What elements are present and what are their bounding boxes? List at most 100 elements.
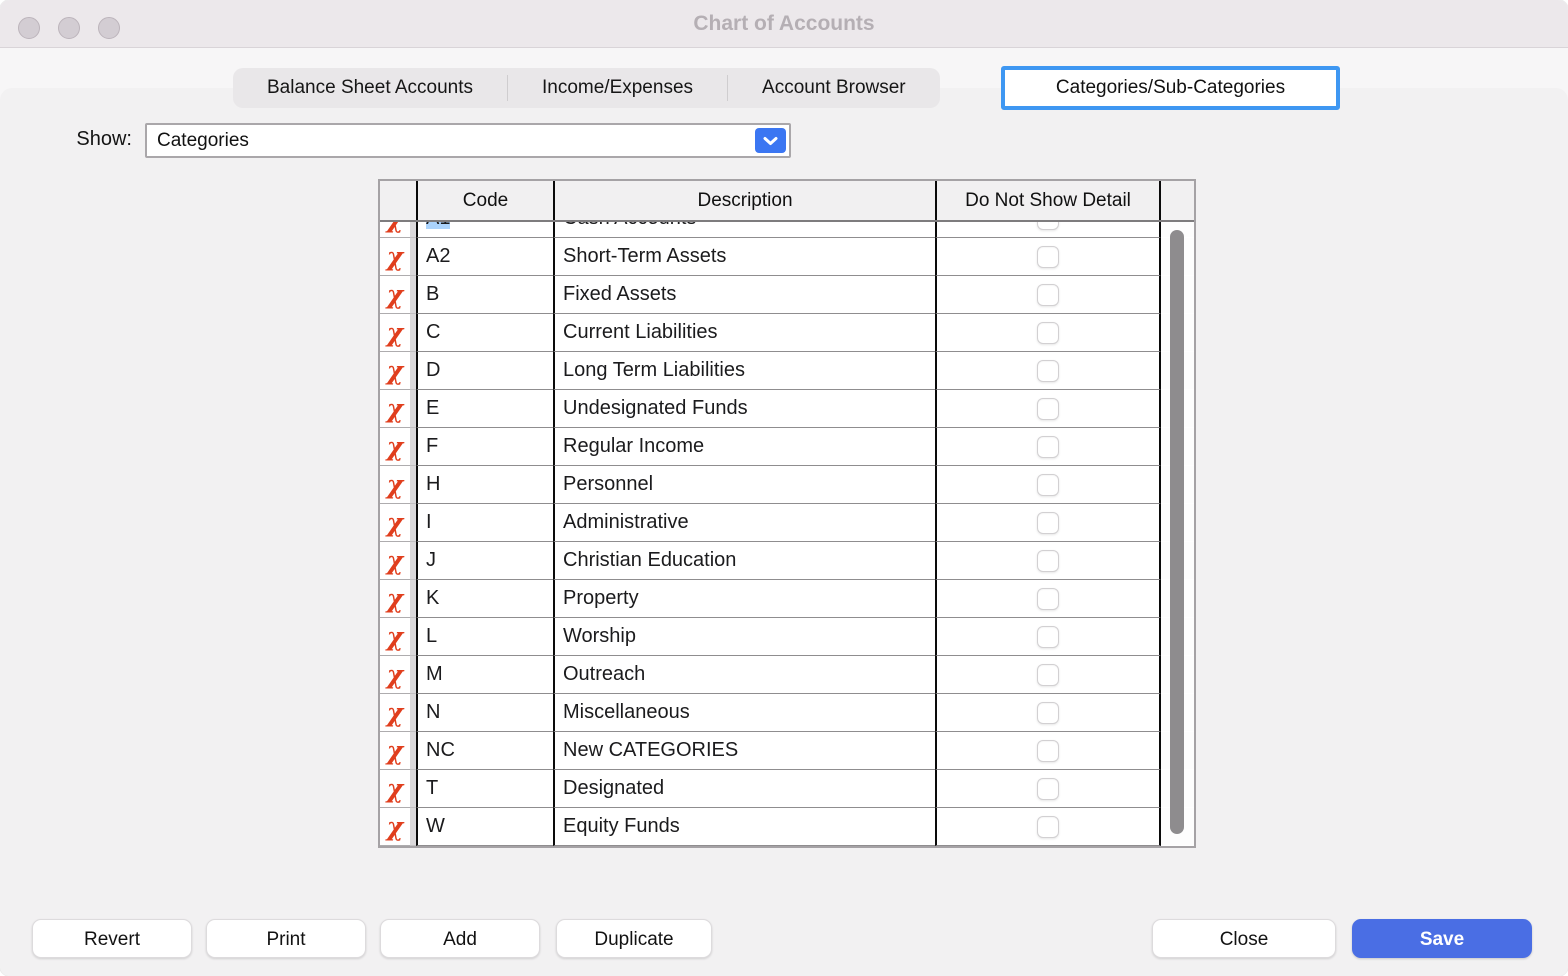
delete-row-button[interactable]: χ [380, 390, 410, 428]
delete-row-button[interactable]: χ [380, 466, 410, 504]
minimize-window-button[interactable] [58, 17, 80, 39]
description-cell[interactable]: Miscellaneous [553, 694, 935, 732]
description-cell[interactable]: Worship [553, 618, 935, 656]
do-not-show-detail-cell [935, 428, 1161, 466]
description-cell[interactable]: Long Term Liabilities [553, 352, 935, 390]
table-row: χ J Christian Education [380, 542, 1194, 580]
delete-row-button[interactable]: χ [380, 352, 410, 390]
delete-row-button[interactable]: χ [380, 428, 410, 466]
code-cell[interactable]: E [416, 390, 553, 428]
code-cell[interactable]: A1 [416, 222, 553, 238]
delete-row-button[interactable]: χ [380, 276, 410, 314]
do-not-show-detail-checkbox[interactable] [1037, 777, 1059, 800]
code-cell[interactable]: NC [416, 732, 553, 770]
code-cell[interactable]: H [416, 466, 553, 504]
close-button[interactable]: Close [1152, 919, 1336, 958]
code-cell[interactable]: A2 [416, 238, 553, 276]
code-cell[interactable]: B [416, 276, 553, 314]
save-button[interactable]: Save [1352, 919, 1532, 958]
code-cell[interactable]: I [416, 504, 553, 542]
do-not-show-detail-checkbox[interactable] [1037, 663, 1059, 686]
do-not-show-detail-checkbox[interactable] [1037, 283, 1059, 306]
close-window-button[interactable] [18, 17, 40, 39]
description-cell[interactable]: Personnel [553, 466, 935, 504]
delete-row-button[interactable]: χ [380, 694, 410, 732]
code-cell[interactable]: K [416, 580, 553, 618]
do-not-show-detail-checkbox[interactable] [1037, 739, 1059, 762]
delete-row-button[interactable]: χ [380, 770, 410, 808]
red-x-delete-icon: χ [386, 622, 404, 651]
do-not-show-detail-checkbox[interactable] [1037, 397, 1059, 420]
description-cell[interactable]: Short-Term Assets [553, 238, 935, 276]
vertical-scrollbar[interactable] [1161, 222, 1194, 846]
description-cell[interactable]: Regular Income [553, 428, 935, 466]
table-row: χ A1 Cash Accounts [380, 222, 1194, 238]
table-row: χ K Property [380, 580, 1194, 618]
description-cell[interactable]: Cash Accounts [553, 222, 935, 238]
description-cell[interactable]: Administrative [553, 504, 935, 542]
duplicate-button[interactable]: Duplicate [556, 919, 712, 958]
chevron-down-icon[interactable] [755, 128, 786, 153]
description-cell[interactable]: Designated [553, 770, 935, 808]
delete-row-button[interactable]: χ [380, 238, 410, 276]
do-not-show-detail-checkbox[interactable] [1037, 321, 1059, 344]
code-cell[interactable]: W [416, 808, 553, 846]
do-not-show-detail-checkbox[interactable] [1037, 625, 1059, 648]
red-x-delete-icon: χ [386, 508, 404, 537]
header-do-not-show-detail[interactable]: Do Not Show Detail [935, 181, 1161, 220]
do-not-show-detail-cell [935, 352, 1161, 390]
do-not-show-detail-checkbox[interactable] [1037, 473, 1059, 496]
description-cell[interactable]: Fixed Assets [553, 276, 935, 314]
description-cell[interactable]: Undesignated Funds [553, 390, 935, 428]
tab-account-browser[interactable]: Account Browser [762, 77, 906, 98]
delete-row-button[interactable]: χ [380, 618, 410, 656]
delete-row-button[interactable]: χ [380, 504, 410, 542]
do-not-show-detail-checkbox[interactable] [1037, 222, 1059, 230]
do-not-show-detail-checkbox[interactable] [1037, 815, 1059, 838]
window-title: Chart of Accounts [693, 12, 875, 35]
show-dropdown-value: Categories [157, 130, 249, 151]
tab-balance-sheet-accounts[interactable]: Balance Sheet Accounts [267, 77, 473, 98]
tab-categories-sub-categories-selected[interactable]: Categories/Sub-Categories [1001, 66, 1340, 110]
header-description[interactable]: Description [553, 181, 935, 220]
header-code[interactable]: Code [416, 181, 553, 220]
red-x-delete-icon: χ [386, 698, 404, 727]
do-not-show-detail-checkbox[interactable] [1037, 245, 1059, 268]
delete-row-button[interactable]: χ [380, 808, 410, 846]
scrollbar-thumb[interactable] [1170, 230, 1184, 834]
revert-button[interactable]: Revert [32, 919, 192, 958]
description-cell[interactable]: Current Liabilities [553, 314, 935, 352]
description-cell[interactable]: Outreach [553, 656, 935, 694]
delete-row-button[interactable]: χ [380, 656, 410, 694]
do-not-show-detail-checkbox[interactable] [1037, 549, 1059, 572]
do-not-show-detail-checkbox[interactable] [1037, 587, 1059, 610]
description-cell[interactable]: Property [553, 580, 935, 618]
code-cell[interactable]: N [416, 694, 553, 732]
delete-row-button[interactable]: χ [380, 542, 410, 580]
zoom-window-button[interactable] [98, 17, 120, 39]
do-not-show-detail-checkbox[interactable] [1037, 359, 1059, 382]
print-button[interactable]: Print [206, 919, 366, 958]
code-cell[interactable]: F [416, 428, 553, 466]
delete-row-button[interactable]: χ [380, 222, 410, 238]
row-gutter [410, 542, 416, 580]
do-not-show-detail-checkbox[interactable] [1037, 701, 1059, 724]
code-cell[interactable]: M [416, 656, 553, 694]
code-cell[interactable]: C [416, 314, 553, 352]
show-dropdown[interactable]: Categories [145, 123, 791, 158]
description-cell[interactable]: New CATEGORIES [553, 732, 935, 770]
do-not-show-detail-checkbox[interactable] [1037, 435, 1059, 458]
add-button[interactable]: Add [380, 919, 540, 958]
code-cell[interactable]: J [416, 542, 553, 580]
description-cell[interactable]: Equity Funds [553, 808, 935, 846]
table-row: χ NC New CATEGORIES [380, 732, 1194, 770]
delete-row-button[interactable]: χ [380, 732, 410, 770]
delete-row-button[interactable]: χ [380, 580, 410, 618]
code-cell[interactable]: D [416, 352, 553, 390]
code-cell[interactable]: L [416, 618, 553, 656]
code-cell[interactable]: T [416, 770, 553, 808]
delete-row-button[interactable]: χ [380, 314, 410, 352]
do-not-show-detail-checkbox[interactable] [1037, 511, 1059, 534]
description-cell[interactable]: Christian Education [553, 542, 935, 580]
tab-income-expenses[interactable]: Income/Expenses [541, 77, 694, 98]
